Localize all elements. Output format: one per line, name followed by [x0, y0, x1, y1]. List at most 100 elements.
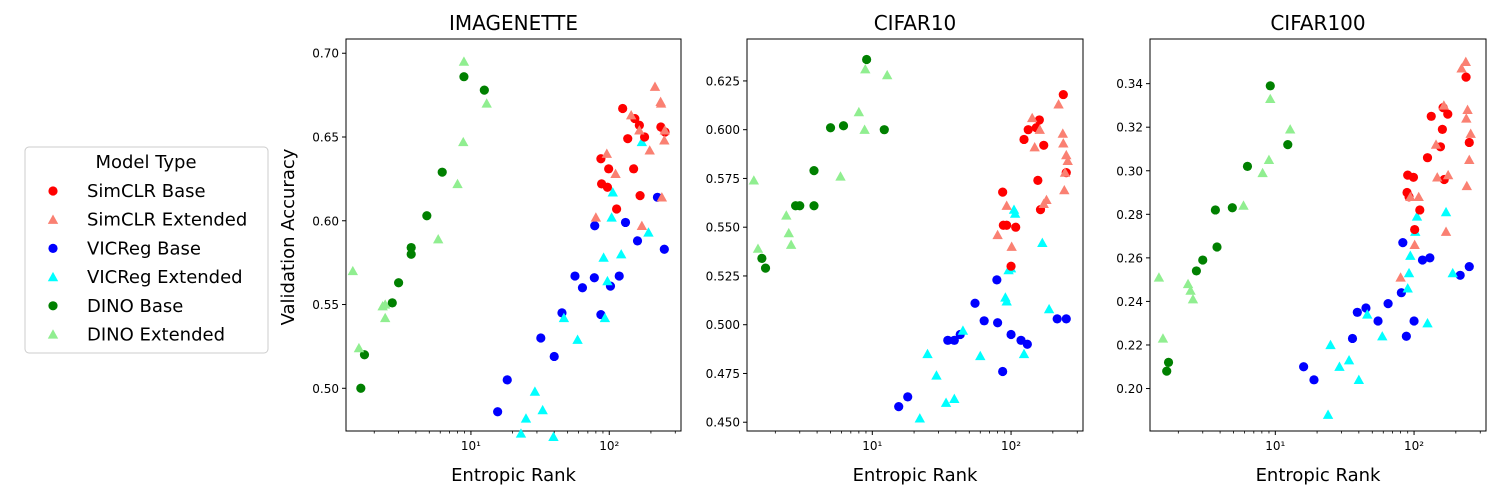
y-tick-label: 0.60: [312, 214, 339, 228]
data-point: [536, 333, 546, 343]
data-point: [1263, 154, 1275, 165]
x-tick-label: 10¹: [862, 439, 882, 453]
legend-item-simclr-base: SimCLR Base: [48, 181, 206, 202]
data-point: [612, 204, 622, 214]
data-point: [1461, 72, 1471, 82]
y-tick-label: 0.70: [312, 47, 339, 61]
series-dino-base: [757, 54, 889, 273]
data-point: [598, 252, 609, 262]
data-point: [643, 227, 654, 237]
data-point: [881, 69, 893, 80]
data-point: [1242, 161, 1253, 171]
y-tick-label: 0.500: [706, 318, 740, 332]
legend-items: SimCLR Base SimCLR Extended VICReg Base VIC…: [47, 181, 247, 346]
data-point: [1447, 267, 1458, 278]
series-dino-base: [1162, 81, 1293, 376]
series-dino-base: [356, 72, 489, 393]
data-point: [894, 402, 904, 412]
data-point: [1347, 333, 1358, 344]
data-point: [838, 121, 849, 131]
data-point: [1022, 339, 1032, 349]
data-point: [1456, 63, 1467, 73]
y-tick-label: 0.525: [706, 269, 740, 283]
data-point: [659, 244, 669, 254]
legend-marker-vicreg-extended: [47, 271, 59, 282]
data-point: [548, 431, 559, 442]
data-point: [970, 298, 980, 308]
data-point: [602, 275, 613, 286]
data-point: [1026, 112, 1038, 123]
y-tick-label: 0.26: [1116, 251, 1143, 265]
legend-label: DINO Extended: [87, 325, 225, 346]
data-point: [760, 263, 771, 273]
data-point: [860, 64, 871, 74]
data-point: [599, 312, 611, 323]
y-tick-label: 0.30: [1116, 164, 1143, 178]
series-vicreg-extended: [515, 136, 654, 442]
data-point: [903, 392, 913, 402]
legend-marker-dino-extended: [47, 329, 59, 339]
series-simclr-extended: [1395, 56, 1476, 282]
data-point: [1430, 139, 1442, 149]
data-point: [922, 348, 933, 359]
y-tick-label: 0.22: [1116, 338, 1143, 352]
legend-label: VICReg Extended: [87, 267, 243, 288]
data-point: [649, 81, 661, 91]
series-simclr-extended: [992, 99, 1073, 251]
data-point: [620, 217, 631, 228]
data-point: [1409, 239, 1420, 249]
y-tick-label: 0.50: [312, 382, 339, 396]
data-point: [356, 383, 366, 393]
data-point: [783, 227, 794, 238]
data-point: [1432, 172, 1443, 182]
data-point: [353, 342, 365, 353]
data-point: [1309, 375, 1319, 385]
data-point: [1352, 307, 1362, 317]
data-point: [1001, 296, 1012, 306]
data-point: [949, 393, 960, 403]
data-point: [459, 72, 469, 82]
data-point: [549, 351, 559, 362]
x-tick-label: 10²: [599, 439, 619, 453]
panel-imagenette: IMAGENETTE 0.50 0.55 0.60 0.65 0.70 10¹ 10² Entr…: [312, 11, 682, 486]
x-axis-label: Entropic Rank: [451, 465, 576, 486]
data-point: [558, 312, 570, 323]
data-point: [481, 98, 492, 108]
legend-label: VICReg Base: [87, 238, 201, 259]
data-point: [359, 350, 370, 360]
data-point: [993, 318, 1003, 328]
data-point: [1461, 180, 1473, 191]
data-point: [1187, 294, 1199, 304]
data-point: [1034, 124, 1045, 134]
data-point: [659, 135, 670, 145]
data-point: [1062, 155, 1073, 166]
y-axis-label: Validation Accuracy: [278, 148, 299, 325]
legend-marker-vicreg-base: [48, 243, 58, 253]
data-point: [590, 212, 602, 222]
series-simclr-base: [1402, 72, 1474, 235]
series-simclr-extended: [590, 81, 670, 230]
data-point: [1227, 203, 1237, 213]
plot-frame: [746, 38, 1084, 432]
data-point: [1395, 272, 1406, 282]
data-point: [458, 136, 469, 147]
data-point: [1403, 267, 1415, 278]
data-point: [1464, 137, 1474, 148]
y-tick-label: 0.28: [1116, 208, 1143, 222]
data-point: [515, 428, 527, 438]
legend-label: SimCLR Base: [87, 181, 206, 202]
data-point: [1061, 314, 1071, 324]
data-point: [1464, 154, 1475, 165]
data-point: [1034, 115, 1044, 125]
y-tick-label: 0.600: [706, 123, 740, 137]
data-point: [1002, 220, 1012, 230]
data-point: [479, 85, 489, 95]
plot-frame: [1149, 38, 1487, 432]
data-point: [949, 335, 959, 345]
data-point: [781, 210, 792, 220]
data-point: [992, 229, 1003, 240]
data-point: [1265, 93, 1276, 104]
data-point: [601, 148, 613, 158]
data-point: [1464, 261, 1474, 272]
data-point: [1061, 149, 1072, 160]
